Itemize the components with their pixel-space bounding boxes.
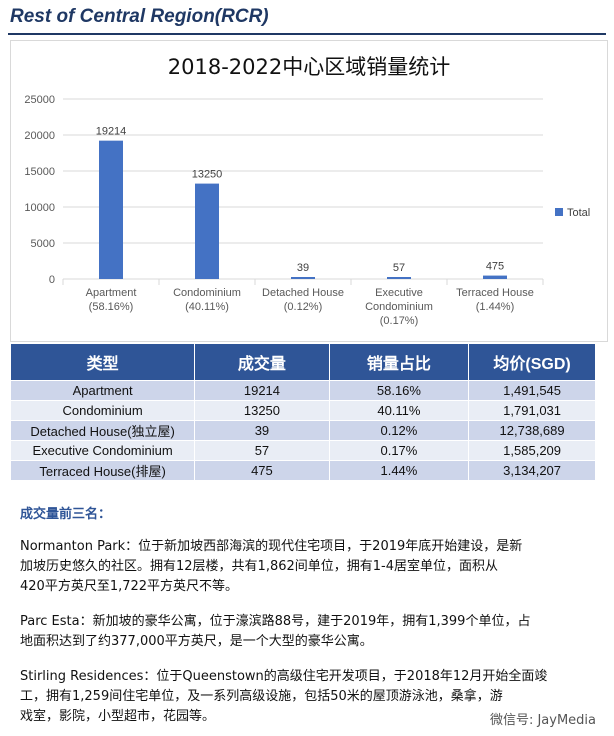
legend-label: Total — [567, 207, 590, 219]
title-rule — [8, 33, 606, 35]
y-tick-label: 0 — [49, 274, 55, 286]
paragraph-line: 工，拥有1,259间住宅单位，及一系列高级设施，包括50米的屋顶游泳池，桑拿，游 — [20, 689, 503, 704]
cell-avg-price: 3,134,207 — [468, 460, 596, 481]
x-tick-label: Condominium — [173, 287, 241, 299]
cell-volume: 57 — [194, 440, 330, 461]
table-row: Detached House(独立屋) 39 0.12% 12,738,689 — [9, 420, 596, 441]
paragraph-line: 戏室，影院，小型超市，花园等。 — [20, 709, 216, 724]
chart-panel: 2018-2022中心区域销量统计 0 5000 10000 15000 20000 25… — [10, 40, 608, 342]
paragraph-stirling-residences: Stirling Residences：位于Queenstown的高级住宅开发项… — [20, 667, 602, 727]
wechat-watermark: 微信号: JayMedia — [489, 713, 596, 728]
cell-volume: 39 — [194, 420, 330, 441]
cell-type: Terraced House(排屋) — [9, 460, 196, 481]
x-tick-label: (0.17%) — [380, 315, 419, 327]
x-tick-label: (1.44%) — [476, 301, 515, 313]
x-tick-label: Executive — [375, 287, 423, 299]
cell-avg-price: 1,491,545 — [468, 380, 596, 401]
x-tick-label: Terraced House — [456, 287, 534, 299]
data-label: 475 — [486, 261, 504, 273]
cell-volume: 13250 — [194, 400, 330, 421]
x-tick-label: (0.12%) — [284, 301, 323, 313]
bar-chart: 0 5000 10000 15000 20000 25000 19214 Apartment (… — [24, 94, 590, 327]
cell-share: 0.12% — [328, 420, 470, 441]
y-tick-label: 25000 — [24, 94, 55, 106]
chart-title: 2018-2022中心区域销量统计 — [167, 55, 451, 79]
header-avg-price: 均价(SGD) — [468, 343, 596, 381]
table-header-row: 类型 成交量 销量占比 均价(SGD) — [9, 343, 596, 381]
x-tick-label: (58.16%) — [89, 301, 134, 313]
paragraph-line: Normanton Park：位于新加坡西部海滨的现代住宅项目，于2019年底开… — [20, 539, 523, 554]
header-share: 销量占比 — [328, 343, 470, 381]
cell-avg-price: 1,585,209 — [468, 440, 596, 461]
data-label: 19214 — [96, 126, 127, 138]
header-volume: 成交量 — [194, 343, 330, 381]
y-tick-label: 10000 — [24, 202, 55, 214]
cell-avg-price: 12,738,689 — [468, 420, 596, 441]
x-tick-label: Apartment — [86, 287, 137, 299]
paragraph-parc-esta: Parc Esta：新加坡的豪华公寓，位于濠滨路88号，建于2019年，拥有1,… — [20, 612, 602, 652]
page-title: Rest of Central Region(RCR) — [10, 6, 269, 27]
data-label: 13250 — [192, 169, 223, 181]
paragraph-line: 加坡历史悠久的社区。拥有12层楼，共有1,862间单位，拥有1-4居室单位，面积… — [20, 559, 498, 574]
cell-share: 40.11% — [328, 400, 470, 421]
cell-type: Executive Condominium — [9, 440, 196, 461]
cell-type: Detached House(独立屋) — [9, 420, 196, 441]
x-tick-label: Condominium — [365, 301, 433, 313]
paragraph-normanton-park: Normanton Park：位于新加坡西部海滨的现代住宅项目，于2019年底开… — [20, 537, 602, 597]
y-tick-label: 15000 — [24, 166, 55, 178]
table-row: Condominium 13250 40.11% 1,791,031 — [9, 400, 596, 421]
paragraph-line: Parc Esta：新加坡的豪华公寓，位于濠滨路88号，建于2019年，拥有1,… — [20, 614, 531, 629]
top3-heading: 成交量前三名： — [20, 507, 112, 522]
table-row: Apartment 19214 58.16% 1,491,545 — [9, 380, 596, 401]
table-row: Terraced House(排屋) 475 1.44% 3,134,207 — [9, 460, 596, 481]
cell-type: Condominium — [9, 400, 196, 421]
y-tick-label: 20000 — [24, 130, 55, 142]
table-row: Executive Condominium 57 0.17% 1,585,209 — [9, 440, 596, 461]
paragraph-line: Stirling Residences：位于Queenstown的高级住宅开发项… — [20, 669, 548, 684]
cell-share: 1.44% — [328, 460, 470, 481]
data-label: 57 — [393, 262, 405, 274]
y-tick-label: 5000 — [31, 238, 55, 250]
header-type: 类型 — [9, 343, 196, 381]
bar — [99, 140, 123, 279]
data-label: 39 — [297, 262, 309, 274]
paragraph-line: 420平方英尺至1,722平方英尺不等。 — [20, 579, 239, 594]
summary-table: 类型 成交量 销量占比 均价(SGD) Apartment 19214 58.1… — [9, 343, 596, 481]
cell-volume: 19214 — [194, 380, 330, 401]
cell-share: 0.17% — [328, 440, 470, 461]
bar — [387, 277, 411, 279]
bar — [195, 183, 219, 279]
x-tick-label: (40.11%) — [185, 301, 229, 313]
bar — [483, 275, 507, 279]
bar — [291, 277, 315, 279]
paragraph-line: 地面积达到了约377,000平方英尺，是一个大型的豪华公寓。 — [20, 634, 373, 649]
cell-type: Apartment — [9, 380, 196, 401]
x-tick-label: Detached House — [262, 287, 344, 299]
legend-swatch — [555, 208, 563, 216]
cell-avg-price: 1,791,031 — [468, 400, 596, 421]
cell-volume: 475 — [194, 460, 330, 481]
cell-share: 58.16% — [328, 380, 470, 401]
